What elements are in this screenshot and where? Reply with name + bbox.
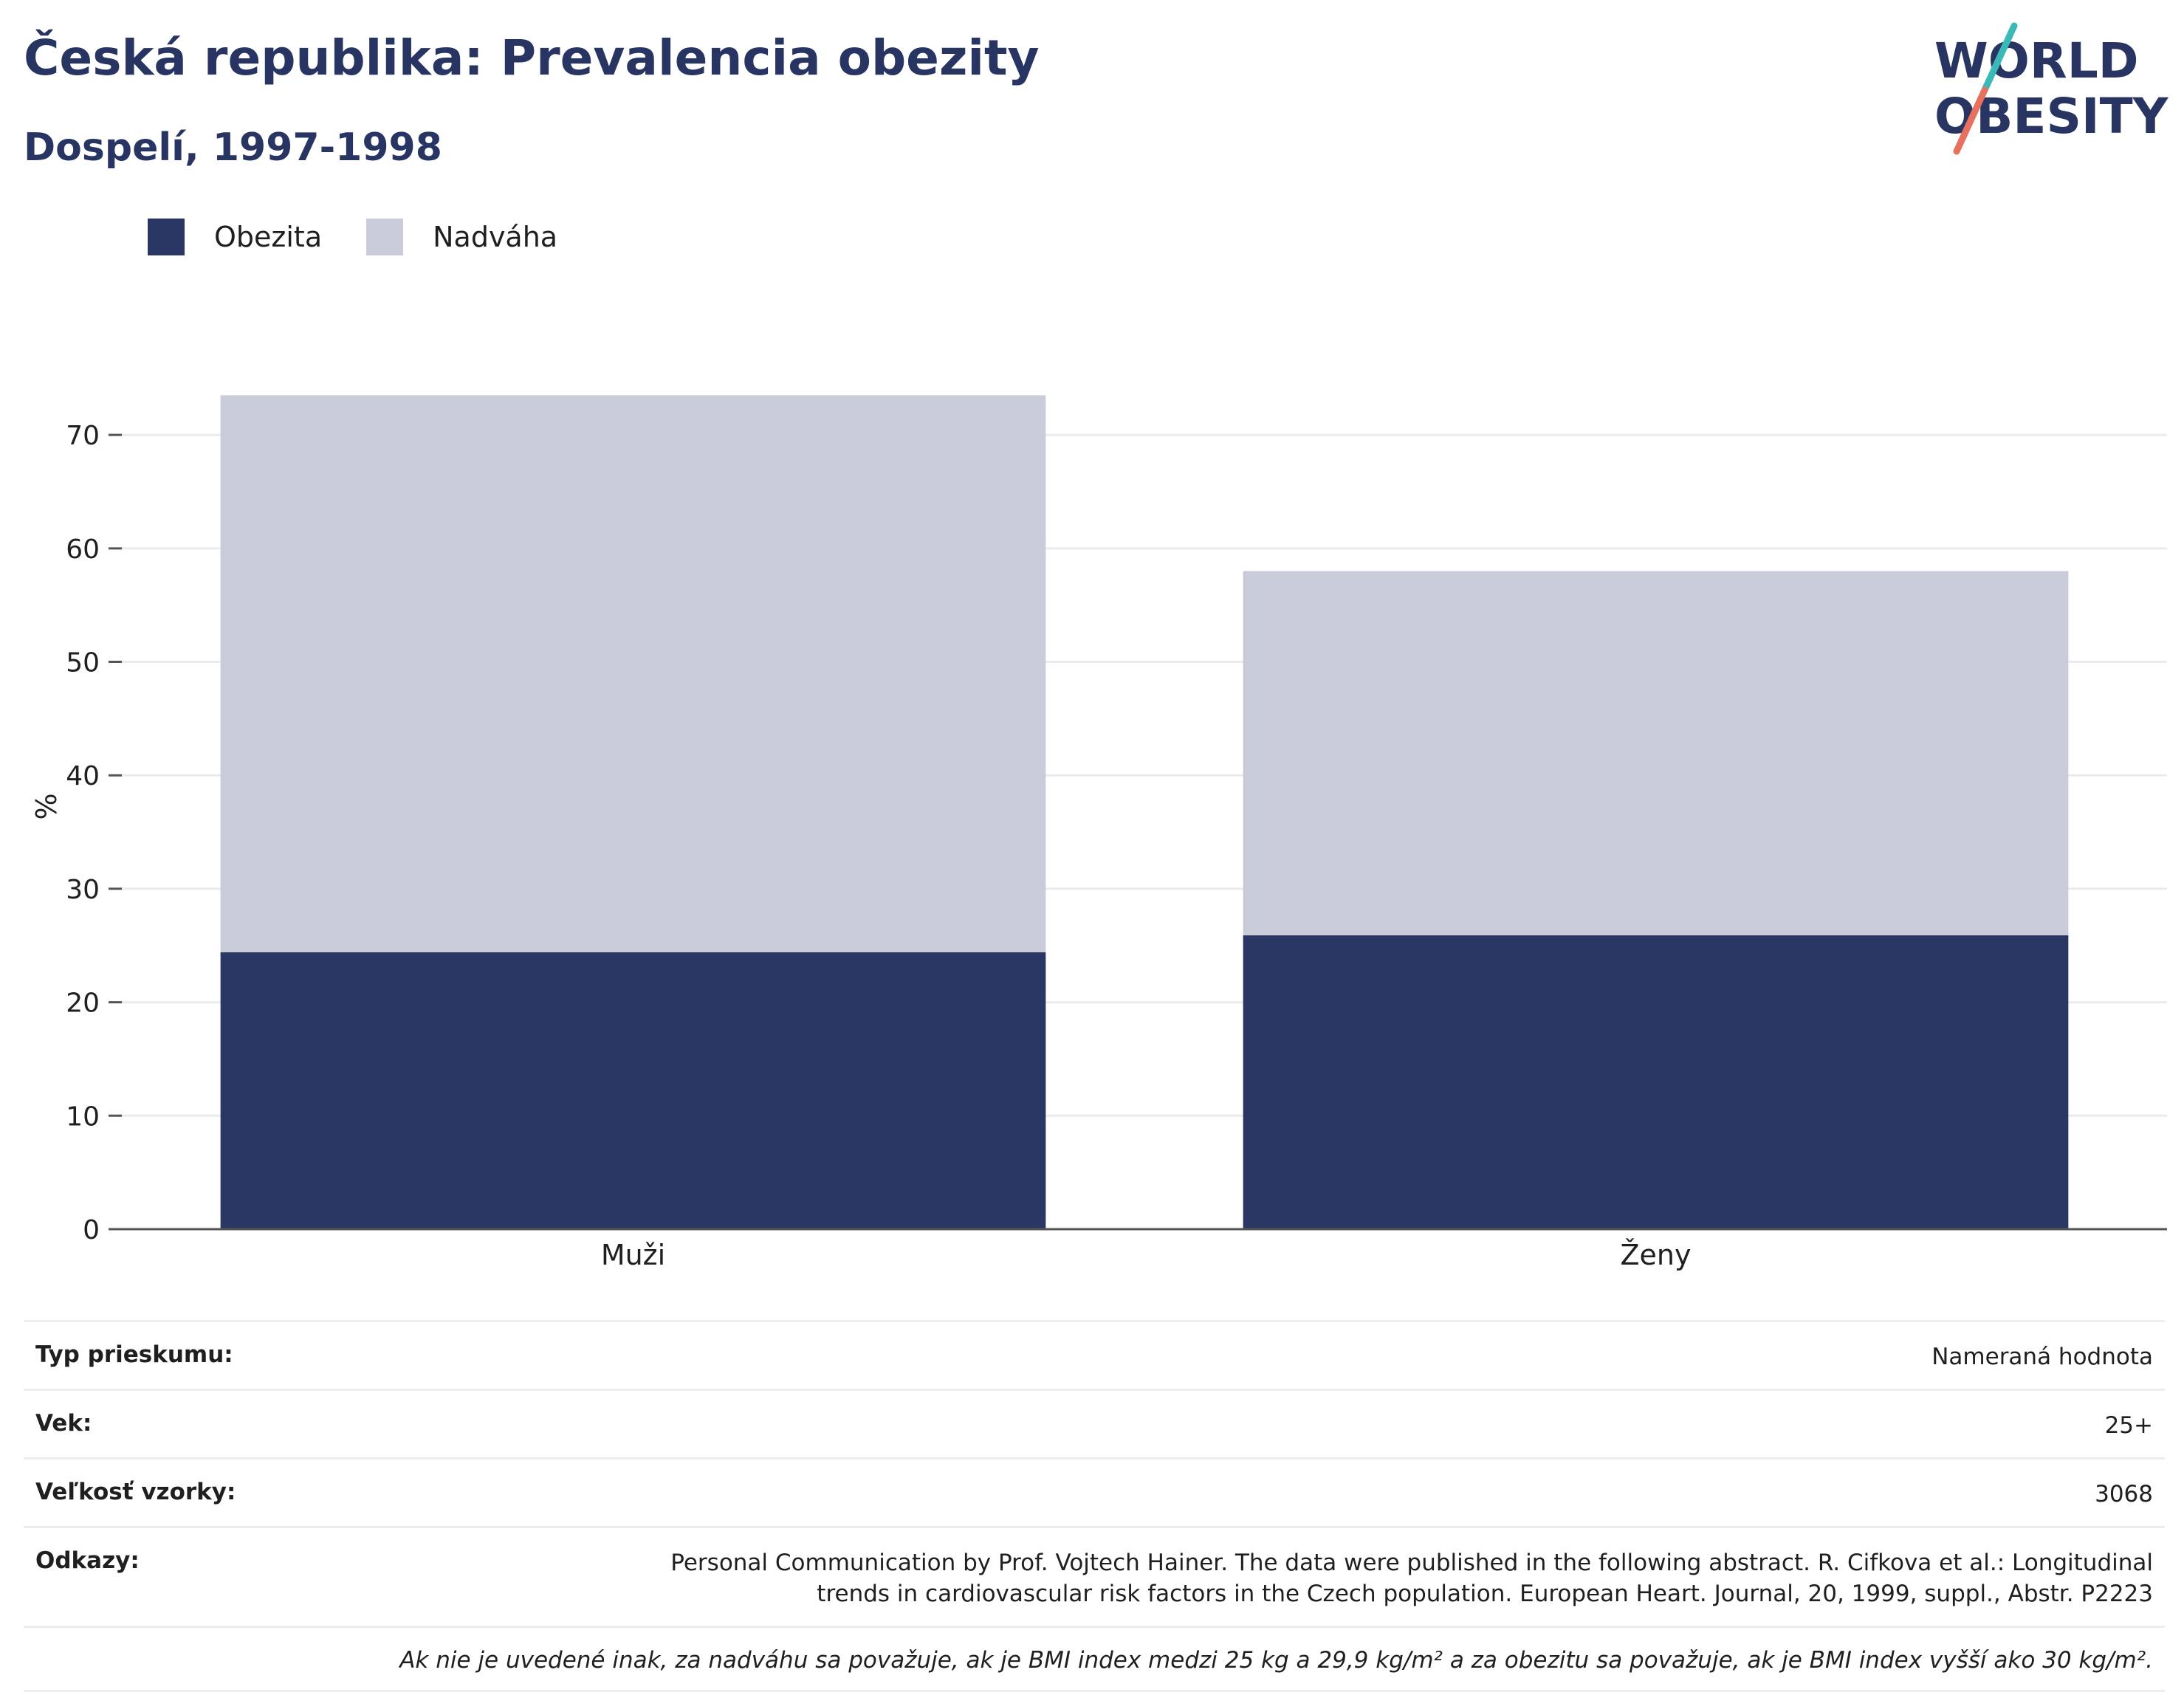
bar-chart: 0 10 20 30 40 50 60 70% Muži Ženy: [30, 395, 2167, 1271]
x-tick-label: Muži: [601, 1239, 665, 1271]
logo-slash-red: [1953, 86, 1988, 155]
info-row-survey-type: Typ prieskumu: Nameraná hodnota: [24, 1320, 2165, 1389]
x-tick-label: Ženy: [1621, 1239, 1692, 1271]
legend-label-obezita: Obezita: [214, 221, 323, 253]
legend-label-nadvaha: Nadváha: [433, 221, 558, 253]
chart-legend: Obezita Nadváha: [148, 219, 602, 255]
y-tick-label: 40: [66, 761, 100, 791]
info-value: 25+: [2104, 1412, 2153, 1439]
info-row-sample-size: Veľkosť vzorky: 3068: [24, 1457, 2165, 1526]
info-label: Typ prieskumu:: [35, 1341, 233, 1368]
page-subtitle: Dospelí, 1997-1998: [24, 126, 442, 170]
info-table: Typ prieskumu: Nameraná hodnota Vek: 25+…: [24, 1320, 2165, 1692]
info-row-age: Vek: 25+: [24, 1389, 2165, 1457]
legend-swatch-obezita: [148, 219, 185, 255]
info-value: Nameraná hodnota: [1931, 1344, 2153, 1370]
y-axis-label: %: [30, 793, 63, 819]
info-label: Vek:: [35, 1410, 92, 1437]
bar-nadvaha-1: [1243, 571, 2069, 935]
page-title: Česká republika: Prevalencia obezity: [24, 30, 1040, 86]
bmi-definition-note: Ak nie je uvedené inak, za nadváhu sa po…: [24, 1626, 2165, 1692]
y-tick-label: 50: [66, 648, 100, 678]
bar-obezita-0: [220, 952, 1046, 1229]
y-tick-label: 10: [66, 1101, 100, 1132]
y-tick-label: 0: [83, 1215, 100, 1245]
info-label: Veľkosť vzorky:: [35, 1479, 236, 1505]
y-tick-label: 20: [66, 989, 100, 1019]
world-obesity-logo: WORLD OBESITY: [1934, 22, 2169, 155]
bar-obezita-1: [1243, 935, 2069, 1229]
logo-slash-teal: [1981, 22, 2018, 94]
legend-item-obezita[interactable]: Obezita: [148, 219, 322, 255]
y-tick-label: 70: [66, 421, 100, 451]
info-row-references: Odkazy: Personal Communication by Prof. …: [24, 1526, 2165, 1626]
bar-nadvaha-0: [220, 395, 1046, 952]
logo-text-world: WORLD: [1934, 32, 2139, 89]
legend-swatch-nadvaha: [366, 219, 404, 255]
info-value: 3068: [2095, 1481, 2153, 1507]
y-tick-label: 60: [66, 534, 100, 565]
info-value: Personal Communication by Prof. Vojtech …: [670, 1550, 2153, 1607]
info-label: Odkazy:: [35, 1547, 140, 1574]
legend-item-nadvaha[interactable]: Nadváha: [366, 219, 557, 255]
y-tick-label: 30: [66, 875, 100, 905]
